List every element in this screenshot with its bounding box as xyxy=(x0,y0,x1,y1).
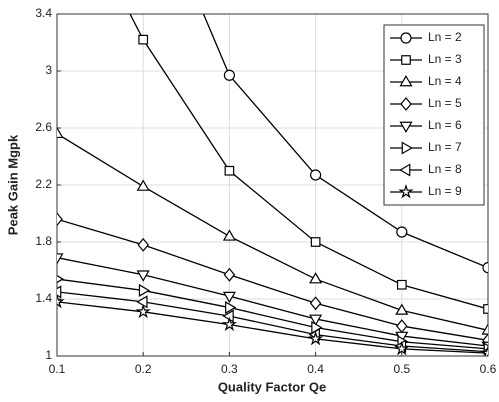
marker xyxy=(221,316,237,332)
marker xyxy=(309,296,322,311)
marker xyxy=(136,179,150,191)
marker xyxy=(310,237,321,247)
marker xyxy=(57,126,64,139)
legend-marker xyxy=(398,184,414,199)
marker xyxy=(310,169,322,181)
legend-label: Ln = 5 xyxy=(428,96,462,110)
y-tick-label: 1.4 xyxy=(35,291,52,305)
legend-marker xyxy=(400,32,412,44)
y-tick-label: 1.8 xyxy=(35,234,52,248)
y-tick-label: 3.4 xyxy=(35,6,52,20)
marker xyxy=(308,330,324,346)
legend-marker xyxy=(400,97,412,111)
series-line xyxy=(57,257,488,347)
x-axis-title: Quality Factor Qe xyxy=(218,379,326,394)
marker xyxy=(482,262,488,274)
marker xyxy=(136,270,150,282)
x-tick-label: 0.5 xyxy=(393,362,410,376)
marker xyxy=(480,345,488,356)
legend-marker xyxy=(399,121,413,133)
marker xyxy=(223,267,236,282)
legend-label: Ln = 4 xyxy=(428,74,462,88)
series-line xyxy=(129,14,488,310)
marker xyxy=(57,253,64,265)
legend-label: Ln = 9 xyxy=(428,184,462,198)
marker xyxy=(309,272,323,284)
marker xyxy=(57,212,63,227)
legend-label: Ln = 7 xyxy=(428,140,462,154)
marker xyxy=(137,237,149,252)
marker xyxy=(394,340,410,356)
legend-label: Ln = 3 xyxy=(428,52,462,66)
series-line xyxy=(57,133,488,331)
marker xyxy=(57,275,64,284)
series-line xyxy=(57,291,488,353)
marker xyxy=(57,285,62,299)
marker xyxy=(483,304,488,314)
plot-frame xyxy=(56,13,489,357)
marker xyxy=(57,293,65,309)
legend-label: Ln = 8 xyxy=(428,162,462,176)
y-tick-label: 2.6 xyxy=(35,120,52,134)
x-tick-label: 0.3 xyxy=(221,362,238,376)
plot-series xyxy=(57,14,488,356)
marker xyxy=(138,34,149,45)
marker xyxy=(135,303,151,319)
y-tick-label: 1 xyxy=(45,348,52,362)
x-tick-label: 0.1 xyxy=(49,362,66,376)
legend-box xyxy=(383,24,485,206)
y-tick-label: 2.2 xyxy=(35,177,52,191)
marker xyxy=(395,303,409,315)
marker xyxy=(396,279,407,290)
legend-label: Ln = 2 xyxy=(428,30,462,44)
series-line xyxy=(57,301,488,354)
marker xyxy=(224,165,235,176)
y-tick-label: 3 xyxy=(45,63,52,77)
marker xyxy=(222,291,236,304)
marker xyxy=(309,314,323,326)
marker xyxy=(136,295,148,309)
series-line xyxy=(57,278,488,350)
marker xyxy=(222,229,236,241)
legend-marker xyxy=(399,163,411,177)
x-tick-label: 0.2 xyxy=(135,362,152,376)
marker xyxy=(481,323,488,335)
legend-label: Ln = 6 xyxy=(428,118,462,132)
marker xyxy=(396,226,408,238)
x-tick-label: 0.6 xyxy=(480,362,497,376)
series-line xyxy=(57,218,488,341)
marker xyxy=(225,301,237,315)
y-axis-title: Peak Gain Mgpk xyxy=(5,134,20,235)
marker xyxy=(222,309,234,323)
x-tick-label: 0.4 xyxy=(307,362,324,376)
legend-marker xyxy=(399,75,413,87)
legend-marker xyxy=(401,141,413,155)
marker xyxy=(138,283,151,297)
legend-marker xyxy=(401,55,411,65)
marker xyxy=(223,69,235,81)
